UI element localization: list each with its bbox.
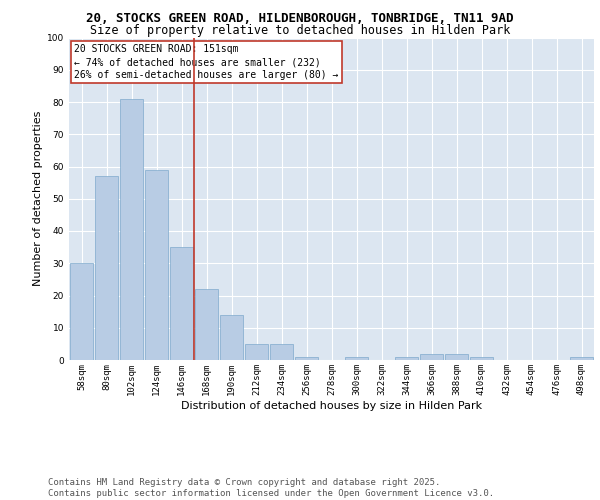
Bar [419, 354, 443, 360]
Bar [220, 315, 244, 360]
Bar [569, 357, 593, 360]
Bar [245, 344, 268, 360]
Bar [295, 357, 319, 360]
Bar [145, 170, 169, 360]
Bar [95, 176, 118, 360]
Bar [269, 344, 293, 360]
Text: 20 STOCKS GREEN ROAD: 151sqm
← 74% of detached houses are smaller (232)
26% of s: 20 STOCKS GREEN ROAD: 151sqm ← 74% of de… [74, 44, 338, 80]
Bar [119, 99, 143, 360]
Text: 20, STOCKS GREEN ROAD, HILDENBOROUGH, TONBRIDGE, TN11 9AD: 20, STOCKS GREEN ROAD, HILDENBOROUGH, TO… [86, 12, 514, 26]
Bar [395, 357, 418, 360]
Bar [344, 357, 368, 360]
Bar [170, 247, 193, 360]
X-axis label: Distribution of detached houses by size in Hilden Park: Distribution of detached houses by size … [181, 400, 482, 410]
Text: Size of property relative to detached houses in Hilden Park: Size of property relative to detached ho… [90, 24, 510, 37]
Y-axis label: Number of detached properties: Number of detached properties [33, 111, 43, 286]
Text: Contains HM Land Registry data © Crown copyright and database right 2025.
Contai: Contains HM Land Registry data © Crown c… [48, 478, 494, 498]
Bar [70, 263, 94, 360]
Bar [194, 289, 218, 360]
Bar [470, 357, 493, 360]
Bar [445, 354, 469, 360]
